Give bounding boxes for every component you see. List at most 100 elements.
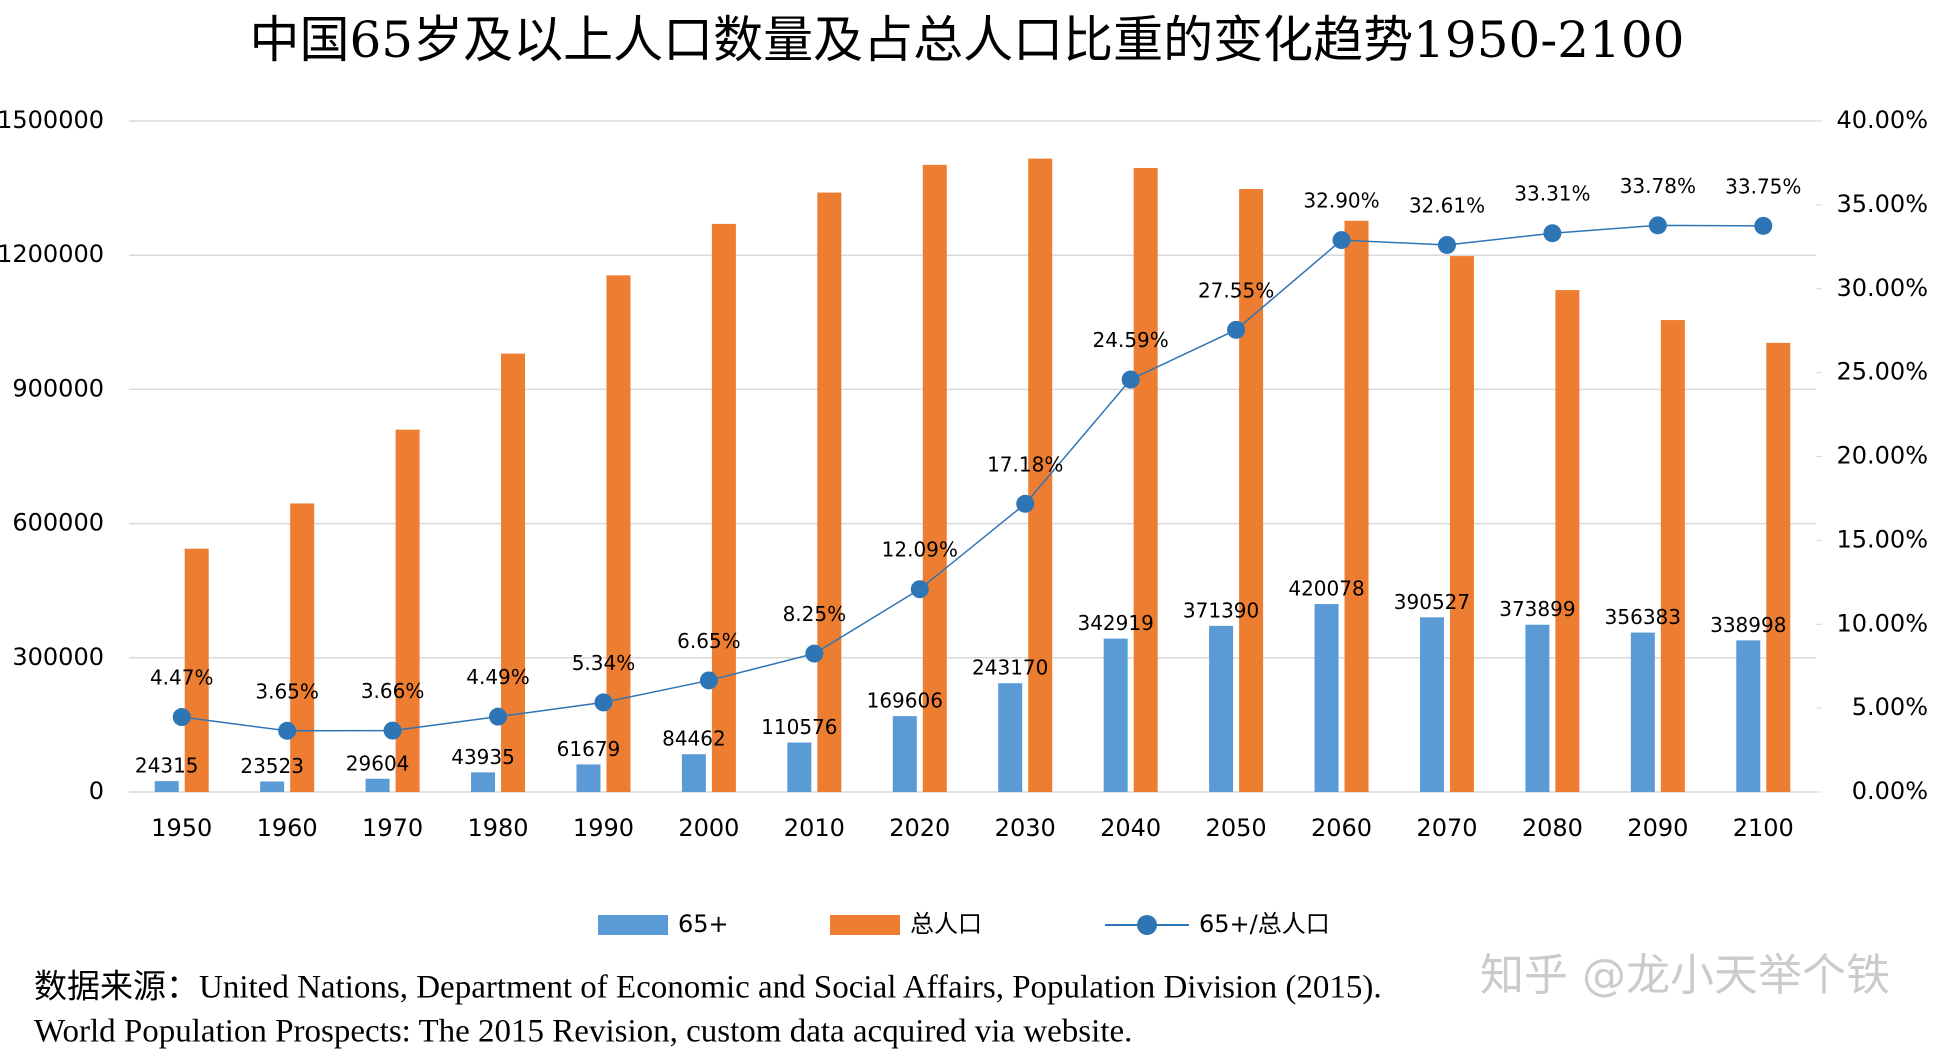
- bar: [787, 742, 812, 792]
- y2-tick-label: 0.00%: [1852, 777, 1928, 805]
- data-label: 61679: [557, 737, 621, 761]
- data-label: 373899: [1499, 597, 1575, 621]
- bar: [501, 353, 526, 792]
- bar: [1660, 320, 1685, 792]
- bar: [1239, 188, 1264, 793]
- line-point: [1543, 224, 1562, 243]
- legend-swatch: [598, 915, 668, 935]
- line-point: [489, 707, 508, 726]
- bar: [365, 778, 390, 792]
- x-tick-label: 2070: [1416, 814, 1477, 842]
- bar: [817, 192, 842, 792]
- data-label: 4.49%: [466, 665, 530, 689]
- bar: [606, 275, 631, 793]
- y2-tick-label: 25.00%: [1836, 358, 1928, 386]
- line-point: [383, 721, 402, 740]
- line-point: [805, 644, 824, 663]
- bar: [471, 772, 496, 792]
- data-label: 5.34%: [572, 651, 636, 675]
- data-label: 43935: [451, 745, 515, 769]
- line-point: [278, 721, 297, 740]
- bar: [1133, 167, 1158, 793]
- bar: [1103, 638, 1128, 792]
- line-point: [172, 708, 191, 727]
- bar: [1209, 625, 1234, 792]
- x-tick-label: 2080: [1522, 814, 1583, 842]
- data-label: 371390: [1183, 598, 1259, 622]
- y2-tick-label: 35.00%: [1836, 190, 1928, 218]
- bar: [1449, 256, 1474, 792]
- data-label: 33.75%: [1725, 174, 1801, 198]
- data-label: 338998: [1710, 613, 1786, 637]
- x-tick-label: 1950: [151, 814, 212, 842]
- y-tick-label: 1200000: [0, 240, 104, 268]
- x-tick-label: 1970: [362, 814, 423, 842]
- x-tick-label: 1960: [257, 814, 318, 842]
- data-label: 84462: [662, 727, 726, 751]
- source-line: World Population Prospects: The 2015 Rev…: [34, 1014, 1132, 1050]
- x-tick-label: 1990: [573, 814, 634, 842]
- x-tick-label: 2040: [1100, 814, 1161, 842]
- data-label: 420078: [1288, 577, 1364, 601]
- bar: [184, 548, 209, 792]
- line-point: [594, 693, 613, 712]
- x-tick-label: 1980: [467, 814, 528, 842]
- bar: [998, 683, 1023, 792]
- legend-swatch: [1137, 915, 1157, 935]
- data-label: 110576: [761, 715, 837, 739]
- bar: [1314, 604, 1339, 792]
- line-point: [1121, 370, 1140, 389]
- line-point: [910, 580, 929, 599]
- y-tick-label: 0: [89, 777, 104, 805]
- legend-label: 65+: [678, 910, 729, 938]
- legend-label: 总人口: [910, 910, 982, 938]
- y2-tick-label: 40.00%: [1836, 106, 1928, 134]
- data-label: 32.61%: [1409, 193, 1485, 217]
- bar: [892, 716, 917, 792]
- x-tick-label: 2090: [1627, 814, 1688, 842]
- line-point: [1332, 231, 1351, 250]
- bar: [711, 223, 736, 793]
- x-tick-label: 2050: [1206, 814, 1267, 842]
- legend-label: 65+/总人口: [1199, 910, 1330, 938]
- bar: [1630, 632, 1655, 792]
- bar: [290, 503, 315, 792]
- bar: [395, 429, 420, 792]
- data-label: 27.55%: [1198, 278, 1274, 302]
- line: [181, 224, 1764, 732]
- data-label: 32.90%: [1303, 189, 1379, 213]
- y-tick-label: 600000: [12, 509, 104, 537]
- bar: [1525, 624, 1550, 792]
- y-tick-label: 1500000: [0, 106, 104, 134]
- bar: [1736, 640, 1761, 792]
- legend-swatch: [830, 915, 900, 935]
- y2-tick-label: 20.00%: [1836, 442, 1928, 470]
- y-tick-label: 900000: [12, 374, 104, 402]
- line-point: [1437, 235, 1456, 254]
- bar: [154, 781, 179, 792]
- line-point: [1227, 320, 1246, 339]
- x-tick-label: 2010: [784, 814, 845, 842]
- data-label: 3.66%: [361, 679, 425, 703]
- y2-tick-label: 30.00%: [1836, 274, 1928, 302]
- bar: [1766, 342, 1791, 792]
- bar: [681, 754, 706, 792]
- x-tick-label: 2030: [995, 814, 1056, 842]
- x-tick-label: 2100: [1733, 814, 1794, 842]
- y2-tick-label: 5.00%: [1852, 693, 1928, 721]
- bar: [260, 781, 285, 792]
- data-label: 24.59%: [1093, 328, 1169, 352]
- data-label: 23523: [240, 754, 304, 778]
- line-point: [1754, 216, 1773, 235]
- data-label: 33.31%: [1514, 182, 1590, 206]
- data-label: 342919: [1077, 611, 1153, 635]
- x-tick-label: 2060: [1311, 814, 1372, 842]
- bar: [1028, 158, 1053, 793]
- data-label: 6.65%: [677, 629, 741, 653]
- data-label: 390527: [1394, 590, 1470, 614]
- data-label: 3.65%: [255, 679, 319, 703]
- data-label: 33.78%: [1620, 174, 1696, 198]
- line-point: [1016, 494, 1035, 513]
- bar: [576, 764, 601, 792]
